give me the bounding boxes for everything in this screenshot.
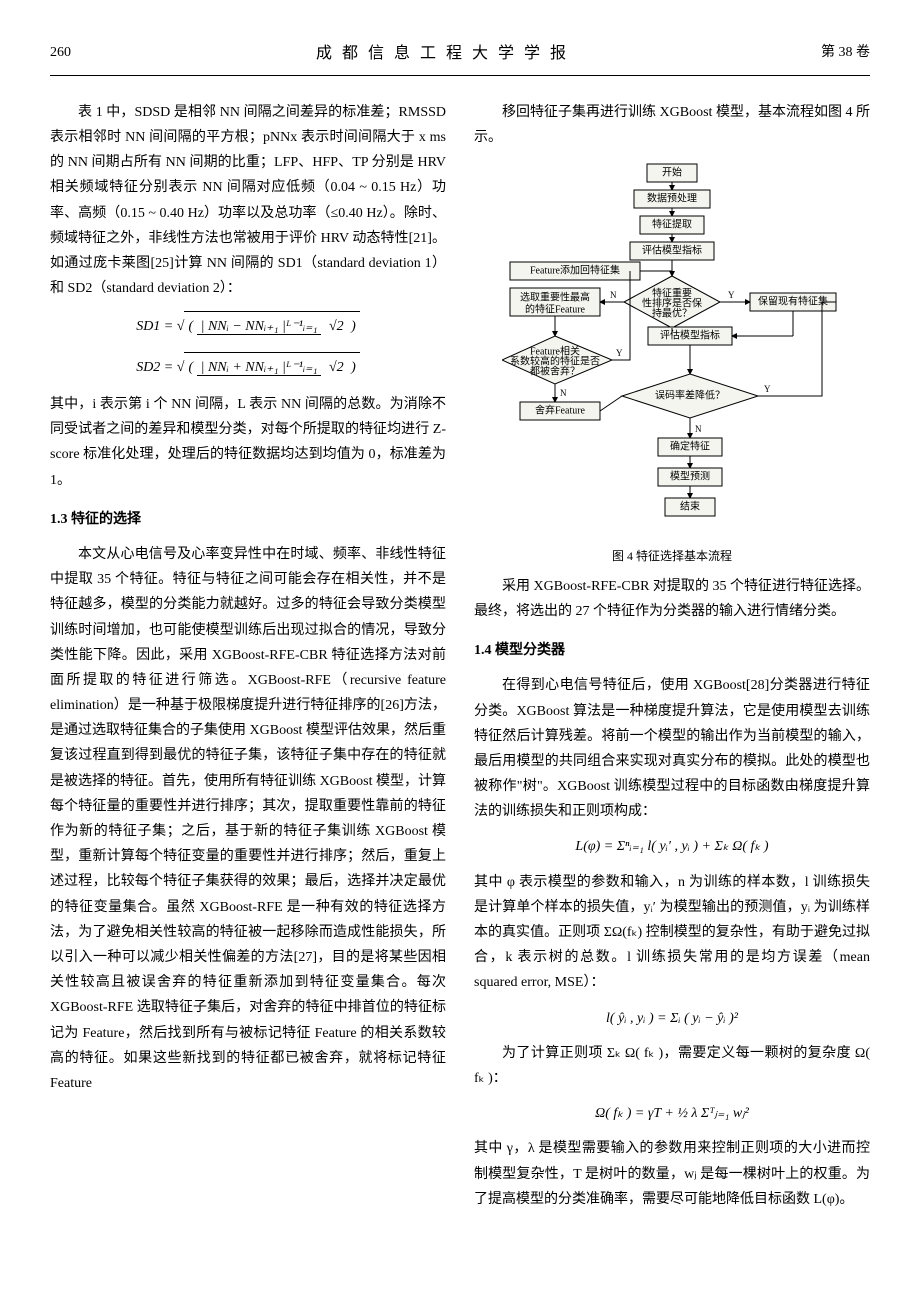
fc-edge-label: Y [616, 348, 623, 358]
page-number: 260 [50, 40, 71, 69]
body-paragraph: 表 1 中，SDSD 是相邻 NN 间隔之间差异的标准差；RMSSD 表示相邻时… [50, 100, 446, 302]
formula-l: l( ŷᵢ , yᵢ ) = Σᵢ ( yᵢ − ŷᵢ )² [474, 1006, 870, 1031]
body-paragraph: 移回特征子集再进行训练 XGBoost 模型，基本流程如图 4 所示。 [474, 100, 870, 150]
fc-edge-label: Y [728, 290, 735, 300]
fc-edge-label: N [695, 424, 702, 434]
body-paragraph: 其中，i 表示第 i 个 NN 间隔，L 表示 NN 间隔的总数。为消除不同受试… [50, 392, 446, 493]
body-paragraph: 为了计算正则项 Σₖ Ω( fₖ )，需要定义每一颗树的复杂度 Ω( fₖ )： [474, 1041, 870, 1091]
formula-den: √2 [325, 319, 348, 334]
body-paragraph: 在得到心电信号特征后，使用 XGBoost[28]分类器进行特征分类。XGBoo… [474, 673, 870, 824]
journal-title: 成都信息工程大学学报 [316, 40, 576, 69]
fc-node: 误码率差降低？ [655, 388, 725, 401]
fc-node: 评估模型指标 [642, 243, 702, 256]
figure-4-flowchart: 开始 数据预处理 特征提取 评估模型指标 特征重要 性排序是否保 持最优？ Y [502, 160, 842, 568]
fc-node: 结束 [680, 499, 700, 512]
body-paragraph: 其中 γ，λ 是模型需要输入的参数用来控制正则项的大小进而控制模型复杂性，T 是… [474, 1136, 870, 1212]
fc-node: 模型预测 [670, 469, 710, 482]
section-heading-1-4: 1.4 模型分类器 [474, 638, 870, 663]
volume-label: 第 38 卷 [821, 40, 870, 69]
formula-L: L(φ) = Σⁿᵢ₌₁ l( yᵢ′ , yᵢ ) + Σₖ Ω( fₖ ) [474, 834, 870, 859]
fc-edge-label: N [610, 290, 617, 300]
left-column: 表 1 中，SDSD 是相邻 NN 间隔之间差异的标准差；RMSSD 表示相邻时… [50, 100, 446, 1216]
fc-node: 舍弃Feature [535, 403, 586, 416]
fc-node: 都被舍弃？ [530, 364, 580, 377]
formula-label: SD2 = [136, 360, 173, 375]
formula-num: | NNᵢ + NNᵢ₊₁ |ᴸ⁻¹ᵢ₌₁ [197, 360, 322, 376]
fc-node: 保留现有特征集 [758, 294, 828, 307]
formula-sd2: SD2 = √( | NNᵢ + NNᵢ₊₁ |ᴸ⁻¹ᵢ₌₁ √2 ) [50, 352, 446, 382]
fc-node: 持最优？ [652, 306, 692, 319]
fc-node: 特征提取 [652, 218, 692, 230]
right-column: 移回特征子集再进行训练 XGBoost 模型，基本流程如图 4 所示。 开始 数… [474, 100, 870, 1216]
body-paragraph: 其中 φ 表示模型的参数和输入，n 为训练的样本数，l 训练损失是计算单个样本的… [474, 870, 870, 996]
fc-node: 选取重要性最高 [520, 290, 590, 303]
fc-node: 评估模型指标 [660, 328, 720, 341]
body-paragraph: 本文从心电信号及心率变异性中在时域、频率、非线性特征中提取 35 个特征。特征与… [50, 542, 446, 1096]
page-header: 260 成都信息工程大学学报 第 38 卷 [50, 40, 870, 76]
body-paragraph: 采用 XGBoost-RFE-CBR 对提取的 35 个特征进行特征选择。最终，… [474, 574, 870, 624]
formula-label: SD1 = [136, 319, 173, 334]
section-heading-1-3: 1.3 特征的选择 [50, 507, 446, 532]
flowchart-svg: 开始 数据预处理 特征提取 评估模型指标 特征重要 性排序是否保 持最优？ Y [502, 160, 842, 540]
formula-Omega: Ω( fₖ ) = γT + ½ λ Σᵀⱼ₌₁ wⱼ² [474, 1101, 870, 1126]
figure-4-caption: 图 4 特征选择基本流程 [502, 546, 842, 568]
fc-edge-label: Y [764, 384, 771, 394]
formula-den: √2 [325, 360, 348, 375]
fc-node: 开始 [662, 165, 682, 178]
fc-node: 数据预处理 [647, 191, 697, 204]
fc-node: Feature添加回特征集 [530, 263, 620, 276]
formula-num: | NNᵢ − NNᵢ₊₁ |ᴸ⁻¹ᵢ₌₁ [197, 319, 322, 335]
fc-node: 确定特征 [670, 439, 710, 452]
fc-node: 的特征Feature [525, 302, 586, 315]
formula-sd1: SD1 = √( | NNᵢ − NNᵢ₊₁ |ᴸ⁻¹ᵢ₌₁ √2 ) [50, 311, 446, 341]
two-column-layout: 表 1 中，SDSD 是相邻 NN 间隔之间差异的标准差；RMSSD 表示相邻时… [50, 100, 870, 1216]
fc-edge-label: N [560, 388, 567, 398]
